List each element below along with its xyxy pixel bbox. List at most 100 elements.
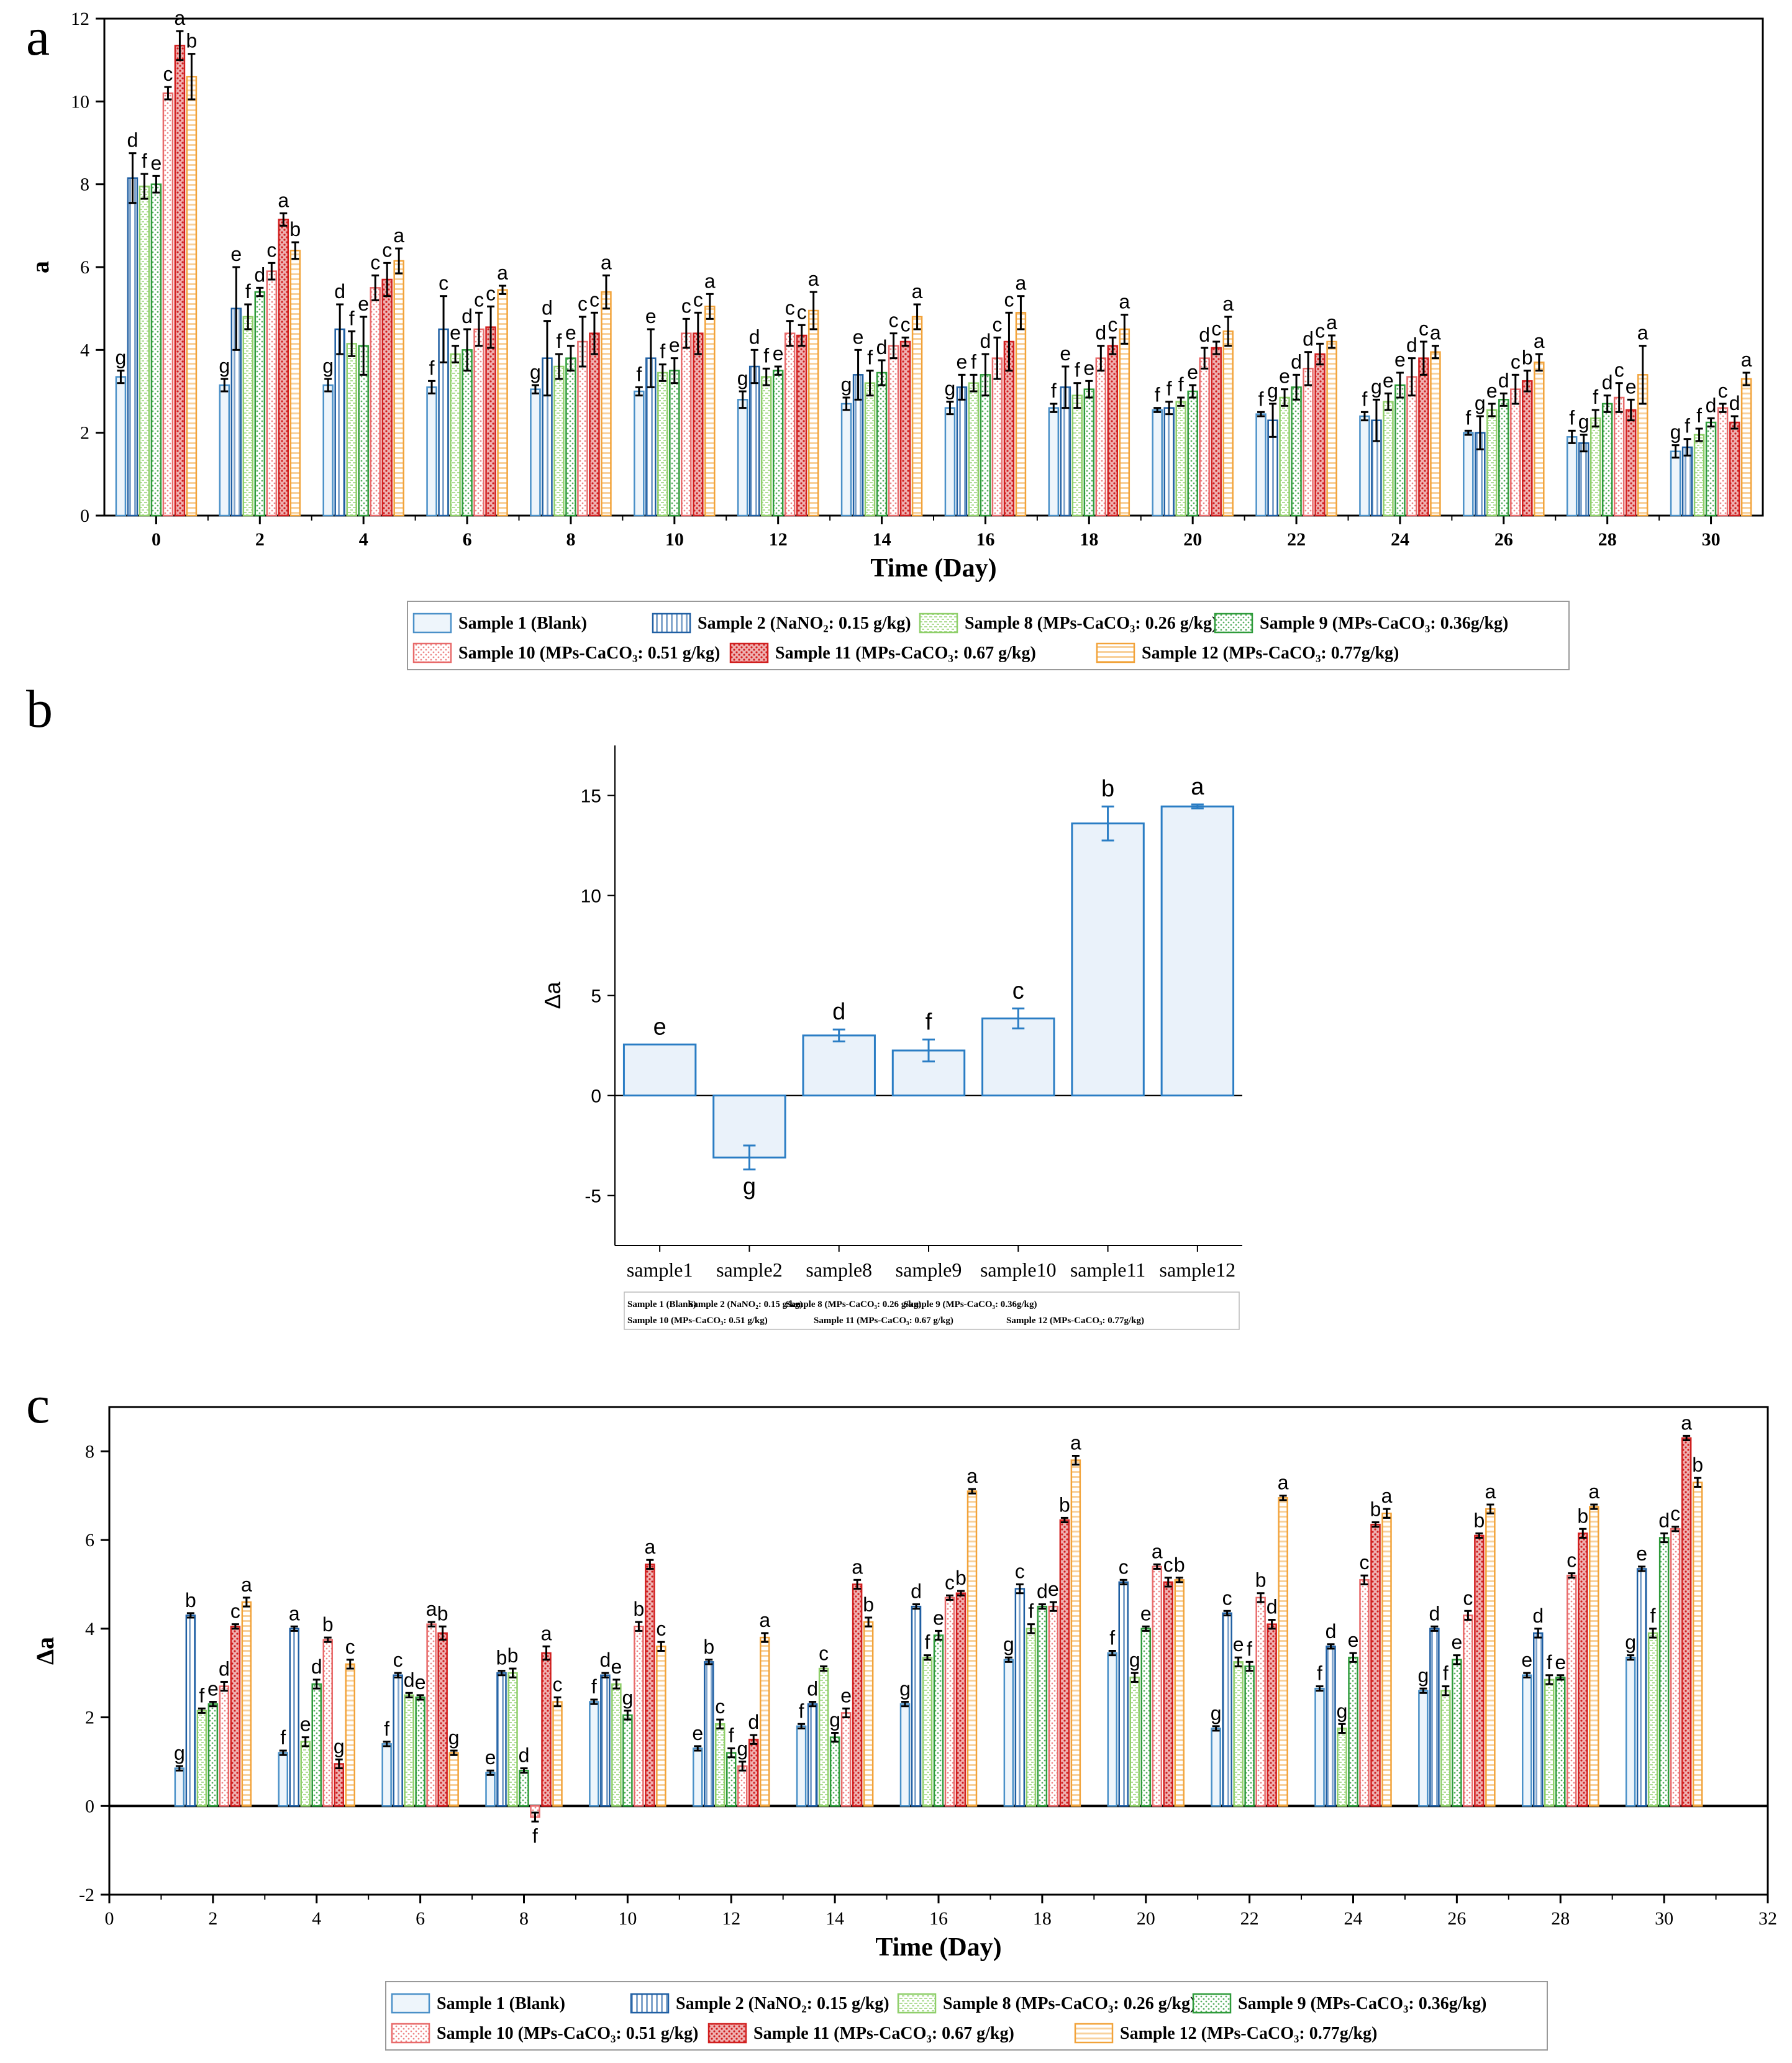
bar-2	[1175, 401, 1186, 517]
significance-letter: d	[404, 1669, 415, 1691]
significance-letter: c	[1463, 1587, 1473, 1609]
bar-0	[115, 376, 127, 517]
significance-letter: d	[1095, 322, 1106, 344]
bar-3	[726, 1752, 737, 1807]
significance-letter: g	[1417, 1664, 1429, 1687]
bar-1	[1429, 1628, 1440, 1807]
y-tick-label: 0	[80, 506, 89, 526]
significance-letter: g	[899, 1678, 911, 1700]
bar-0	[1670, 450, 1681, 517]
significance-letter: e	[358, 293, 369, 315]
x-tick-label: sample12	[1160, 1259, 1236, 1281]
bar-0	[322, 384, 334, 517]
bar-5	[955, 1592, 966, 1807]
bar-4	[322, 1639, 333, 1807]
bar-4	[266, 270, 278, 517]
bar-4	[1406, 376, 1417, 517]
significance-letter: g	[1337, 1700, 1348, 1722]
bar-3	[565, 357, 576, 517]
bar-6	[393, 260, 404, 517]
significance-letter: g	[1371, 375, 1382, 398]
bar-4	[784, 332, 796, 517]
significance-letter: e	[773, 342, 784, 365]
y-tick-label: 0	[591, 1086, 601, 1107]
significance-letter: d	[1532, 1605, 1544, 1627]
legend-label: Sample 10 (MPs-CaCO₃: 0.51 g/kg)	[437, 2024, 698, 2043]
significance-letter: e	[1394, 348, 1406, 371]
bar-2	[1440, 1690, 1451, 1807]
significance-letter: c	[693, 288, 703, 311]
x-tick-label: sample9	[896, 1259, 962, 1281]
significance-letter: f	[1258, 388, 1264, 410]
bar-3	[622, 1714, 633, 1807]
bar-1	[748, 365, 760, 517]
legend-label: Sample 9 (MPs-CaCO₃: 0.36g/kg)	[1238, 1994, 1486, 2013]
bar-2	[507, 1672, 518, 1807]
significance-letter: f	[660, 340, 665, 363]
significance-letter: f	[532, 1824, 538, 1847]
bar-3	[1658, 1537, 1670, 1807]
legend-label: Sample 8 (MPs-CaCO₃: 0.26 g/kg)	[786, 1300, 921, 1309]
significance-letter: a	[1016, 272, 1027, 294]
significance-letter: f	[1247, 1637, 1252, 1660]
significance-letter: f	[867, 347, 873, 369]
x-tick-label: 6	[416, 1908, 425, 1929]
bar-2	[1647, 1632, 1658, 1807]
bar-5	[1578, 1532, 1588, 1807]
bar-5	[1211, 347, 1222, 517]
significance-letter: a	[1430, 322, 1441, 344]
bar-6	[448, 1752, 459, 1807]
bar-2	[1486, 409, 1498, 517]
bar-5	[278, 219, 289, 517]
x-tick-label: 0	[152, 529, 161, 550]
bar-2	[1590, 417, 1601, 517]
significance-letter: a	[278, 189, 289, 211]
significance-letter: c	[553, 1673, 563, 1695]
legend-label: Sample 1 (Blank)	[458, 614, 587, 633]
bar-3	[876, 371, 888, 517]
bar-5	[1059, 1519, 1070, 1807]
x-tick-label: 28	[1551, 1908, 1570, 1929]
bar-1	[1222, 1612, 1232, 1807]
significance-letter: d	[1729, 392, 1740, 414]
significance-letter: b	[186, 30, 198, 52]
significance-letter: f	[556, 330, 562, 352]
bar-0	[634, 390, 645, 517]
bar-2	[611, 1683, 622, 1807]
bar	[622, 1043, 697, 1097]
bar-0	[840, 403, 852, 517]
significance-letter: e	[1383, 369, 1394, 391]
significance-letter: e	[957, 350, 968, 373]
significance-letter: g	[737, 367, 748, 389]
bar-0	[1003, 1659, 1014, 1807]
bar-5	[1267, 1623, 1277, 1807]
y-tick-label: 0	[85, 1796, 94, 1816]
significance-letter: c	[266, 239, 276, 261]
bar-2	[818, 1667, 829, 1807]
significance-letter: f	[1178, 373, 1184, 396]
significance-letter: b	[1255, 1569, 1267, 1592]
significance-letter: a	[1588, 1480, 1599, 1503]
significance-letter: b	[863, 1593, 874, 1616]
bar-0	[944, 407, 956, 517]
significance-letter: d	[1706, 394, 1717, 416]
bar-0	[1566, 436, 1578, 517]
bar-6	[289, 250, 301, 517]
bar-1	[956, 386, 968, 517]
bar-5	[796, 334, 807, 517]
x-tick-label: 8	[519, 1908, 529, 1929]
y-tick-label: 8	[85, 1441, 94, 1462]
bar-3	[1291, 386, 1302, 517]
x-tick-label: 8	[566, 529, 575, 550]
significance-letter: e	[151, 152, 162, 174]
significance-letter: c	[439, 272, 448, 294]
bar	[1160, 805, 1235, 1096]
significance-letter: d	[748, 1711, 759, 1733]
bar-0	[1418, 1690, 1429, 1807]
bar-4	[888, 345, 899, 517]
bar-5	[1729, 421, 1740, 517]
legend-swatch	[391, 1993, 430, 2014]
significance-letter: f	[926, 1009, 932, 1035]
bar-2	[760, 376, 772, 517]
